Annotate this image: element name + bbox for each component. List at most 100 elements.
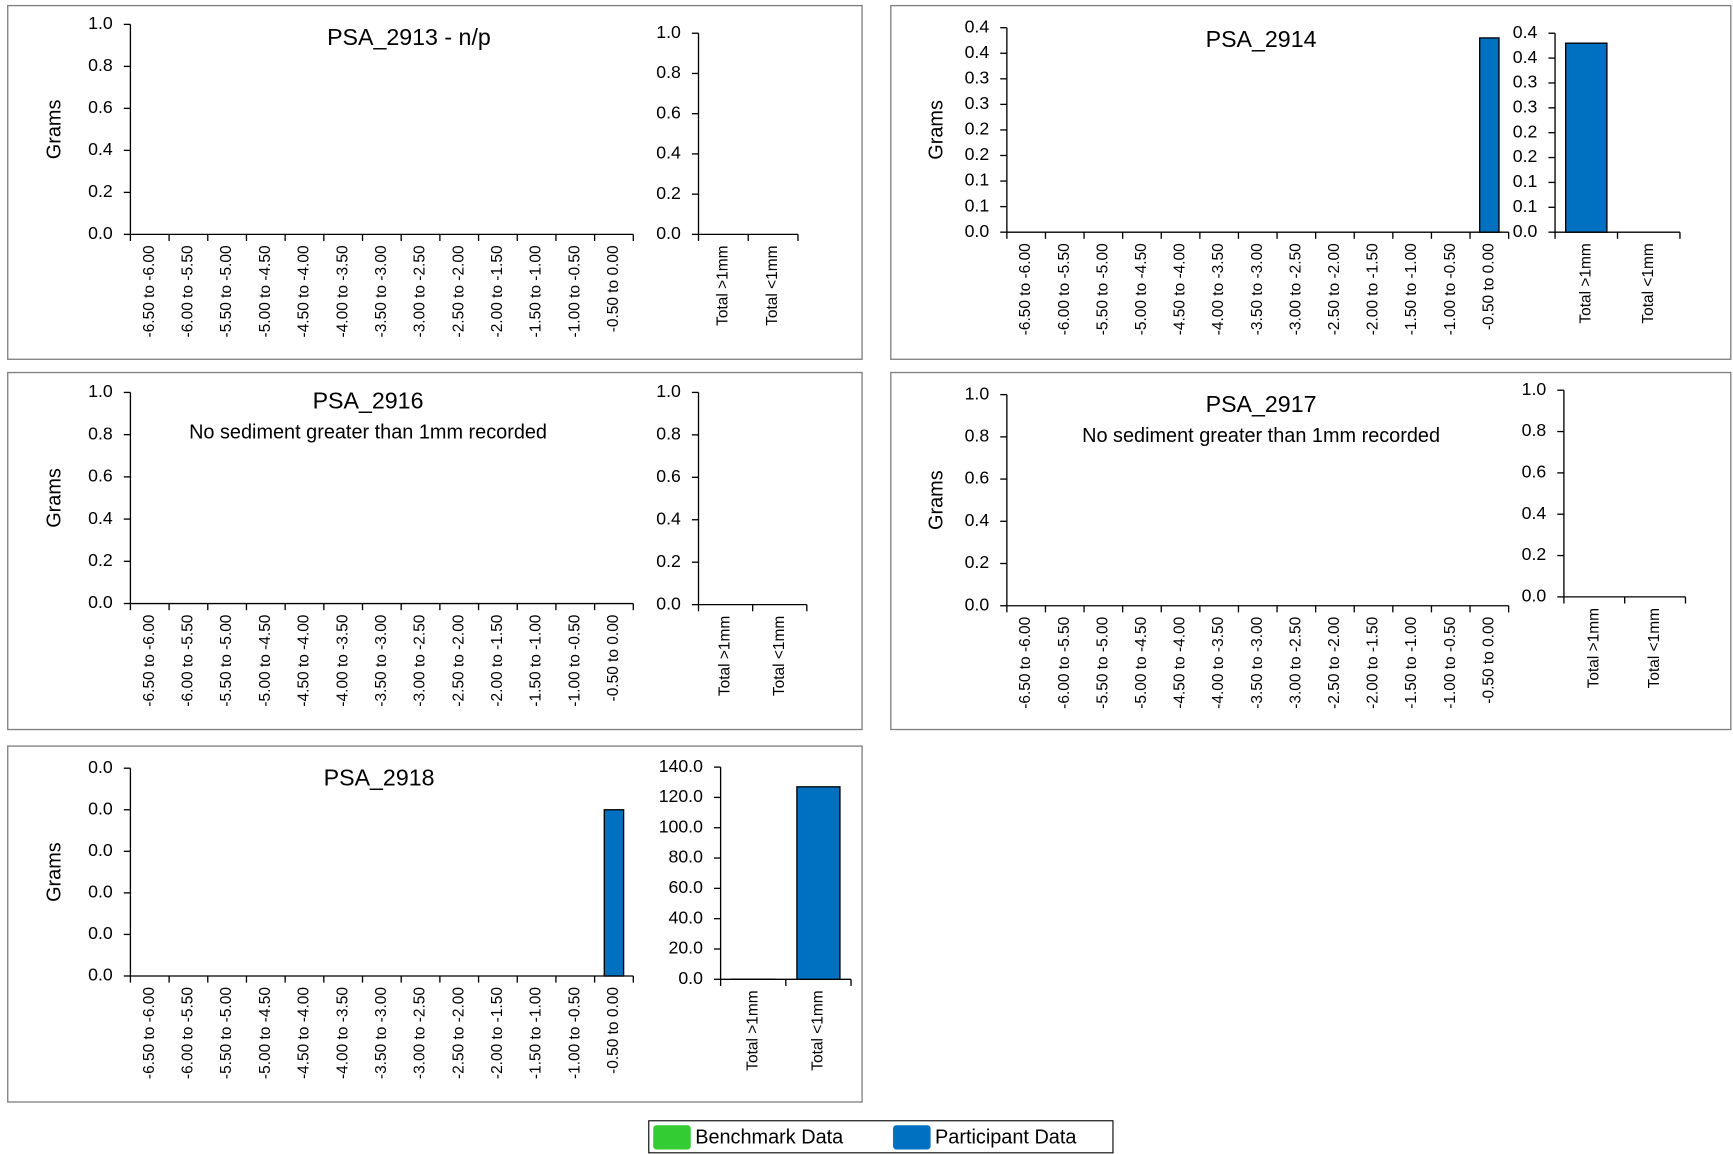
x-tick-label: -5.50 to -5.00 bbox=[218, 245, 235, 337]
y-axis-label: Grams bbox=[925, 100, 947, 160]
y-tick-label: 0.2 bbox=[965, 144, 990, 164]
x-tick-label: -1.00 to -0.50 bbox=[1442, 243, 1459, 335]
bar bbox=[1479, 37, 1500, 233]
x-tick-label: -1.50 to -1.00 bbox=[528, 245, 545, 337]
x-tick-label: -2.00 to -1.50 bbox=[1365, 243, 1382, 335]
panel bbox=[890, 371, 1732, 731]
chart-title: PSA_2914 bbox=[1206, 26, 1317, 52]
x-tick-label: Total >1mm bbox=[1577, 243, 1594, 323]
x-tick-label: Total >1mm bbox=[717, 616, 734, 696]
x-tick-label: -5.50 to -5.00 bbox=[1094, 243, 1111, 335]
y-tick-label: 0.2 bbox=[656, 183, 681, 203]
y-tick-label: 0.1 bbox=[1513, 171, 1538, 191]
y-tick-label: 0.6 bbox=[88, 97, 113, 117]
x-tick-label: -4.00 to -3.50 bbox=[1210, 243, 1227, 335]
legend-label: Participant Data bbox=[935, 1127, 1077, 1149]
y-tick-label: 0.0 bbox=[656, 593, 681, 613]
x-tick-label: -2.00 to -1.50 bbox=[489, 987, 506, 1079]
x-tick-label: -3.50 to -3.00 bbox=[373, 245, 390, 337]
y-tick-label: 0.2 bbox=[965, 119, 990, 139]
y-tick-label: 0.1 bbox=[965, 170, 990, 190]
y-tick-label: 0.4 bbox=[88, 508, 113, 528]
x-tick-label: Total <1mm bbox=[1640, 243, 1657, 323]
y-tick-label: 0.2 bbox=[88, 550, 113, 570]
y-tick-label: 100.0 bbox=[659, 816, 703, 836]
y-tick-label: 0.4 bbox=[965, 510, 990, 530]
x-tick-label: -5.00 to -4.50 bbox=[1133, 243, 1150, 335]
y-tick-label: 1.0 bbox=[965, 383, 990, 403]
x-tick-label: -5.50 to -5.00 bbox=[1094, 617, 1111, 709]
y-tick-label: 0.0 bbox=[1513, 221, 1538, 241]
x-tick-label: -3.50 to -3.00 bbox=[1249, 617, 1266, 709]
x-tick-label: -4.50 to -4.00 bbox=[296, 245, 313, 337]
y-tick-label: 0.6 bbox=[88, 466, 113, 486]
y-tick-label: 0.8 bbox=[1522, 420, 1547, 440]
annotation: No sediment greater than 1mm recorded bbox=[1082, 425, 1440, 447]
chart-title: PSA_2918 bbox=[324, 764, 435, 790]
y-tick-label: 0.0 bbox=[88, 592, 113, 612]
y-tick-label: 0.6 bbox=[965, 468, 990, 488]
y-tick-label: 0.3 bbox=[1513, 72, 1538, 92]
legend-swatch bbox=[653, 1125, 691, 1150]
y-tick-label: 0.0 bbox=[1522, 586, 1547, 606]
x-tick-label: -3.00 to -2.50 bbox=[412, 245, 429, 337]
x-tick-label: -3.50 to -3.00 bbox=[373, 987, 390, 1079]
y-tick-label: 0.0 bbox=[88, 757, 113, 777]
x-tick-label: -2.00 to -1.50 bbox=[1365, 617, 1382, 709]
legend: Benchmark Data Participant Data bbox=[648, 1120, 1114, 1154]
x-tick-label: -1.50 to -1.00 bbox=[528, 615, 545, 707]
y-tick-label: 0.4 bbox=[656, 508, 681, 528]
y-tick-label: 0.0 bbox=[88, 840, 113, 860]
y-tick-label: 0.3 bbox=[965, 93, 990, 113]
x-tick-label: Total <1mm bbox=[810, 990, 827, 1070]
x-tick-label: -0.50 to 0.00 bbox=[605, 245, 622, 332]
x-tick-label: -6.50 to -6.00 bbox=[1017, 243, 1034, 335]
x-tick-label: Total >1mm bbox=[1585, 608, 1602, 688]
x-tick-label: Total <1mm bbox=[1646, 608, 1663, 688]
y-tick-label: 0.3 bbox=[965, 67, 990, 87]
y-tick-label: 0.4 bbox=[1513, 47, 1538, 67]
x-tick-label: -2.50 to -2.00 bbox=[450, 615, 467, 707]
y-tick-label: 0.4 bbox=[1513, 22, 1538, 42]
y-tick-label: 0.2 bbox=[965, 552, 990, 572]
y-tick-label: 0.8 bbox=[965, 426, 990, 446]
x-tick-label: -4.50 to -4.00 bbox=[1172, 243, 1189, 335]
y-tick-label: 0.3 bbox=[1513, 97, 1538, 117]
y-axis-label: Grams bbox=[44, 100, 66, 160]
y-tick-label: 0.4 bbox=[1522, 503, 1547, 523]
x-tick-label: -4.50 to -4.00 bbox=[296, 987, 313, 1079]
y-axis-label: Grams bbox=[925, 470, 947, 530]
x-tick-label: -2.50 to -2.00 bbox=[1326, 617, 1343, 709]
y-tick-label: 1.0 bbox=[656, 22, 681, 42]
y-tick-label: 1.0 bbox=[656, 381, 681, 401]
x-tick-label: -2.00 to -1.50 bbox=[489, 245, 506, 337]
x-tick-label: -6.50 to -6.00 bbox=[141, 615, 158, 707]
x-tick-label: -1.50 to -1.00 bbox=[528, 987, 545, 1079]
x-tick-label: -4.50 to -4.00 bbox=[1172, 617, 1189, 709]
x-tick-label: -5.00 to -4.50 bbox=[1133, 617, 1150, 709]
x-tick-label: -2.00 to -1.50 bbox=[489, 615, 506, 707]
y-tick-label: 0.6 bbox=[656, 102, 681, 122]
panel bbox=[7, 4, 863, 360]
x-tick-label: -4.50 to -4.00 bbox=[296, 615, 313, 707]
panel bbox=[7, 371, 863, 731]
y-tick-label: 0.1 bbox=[965, 195, 990, 215]
y-tick-label: 0.0 bbox=[88, 882, 113, 902]
x-tick-label: Total >1mm bbox=[714, 245, 731, 325]
x-tick-label: -2.50 to -2.00 bbox=[450, 245, 467, 337]
y-tick-label: 1.0 bbox=[88, 381, 113, 401]
y-tick-label: 20.0 bbox=[669, 938, 704, 958]
y-tick-label: 0.2 bbox=[1522, 544, 1547, 564]
x-tick-label: -3.00 to -2.50 bbox=[1287, 617, 1304, 709]
y-tick-label: 0.6 bbox=[656, 466, 681, 486]
x-tick-label: -4.00 to -3.50 bbox=[334, 245, 351, 337]
x-tick-label: -5.00 to -4.50 bbox=[257, 615, 274, 707]
y-tick-label: 60.0 bbox=[669, 877, 704, 897]
y-tick-label: 0.8 bbox=[88, 423, 113, 443]
y-tick-label: 0.2 bbox=[1513, 146, 1538, 166]
panel bbox=[7, 745, 863, 1103]
x-tick-label: -5.50 to -5.00 bbox=[218, 987, 235, 1079]
y-tick-label: 140.0 bbox=[659, 756, 703, 776]
x-tick-label: -0.50 to 0.00 bbox=[605, 615, 622, 702]
